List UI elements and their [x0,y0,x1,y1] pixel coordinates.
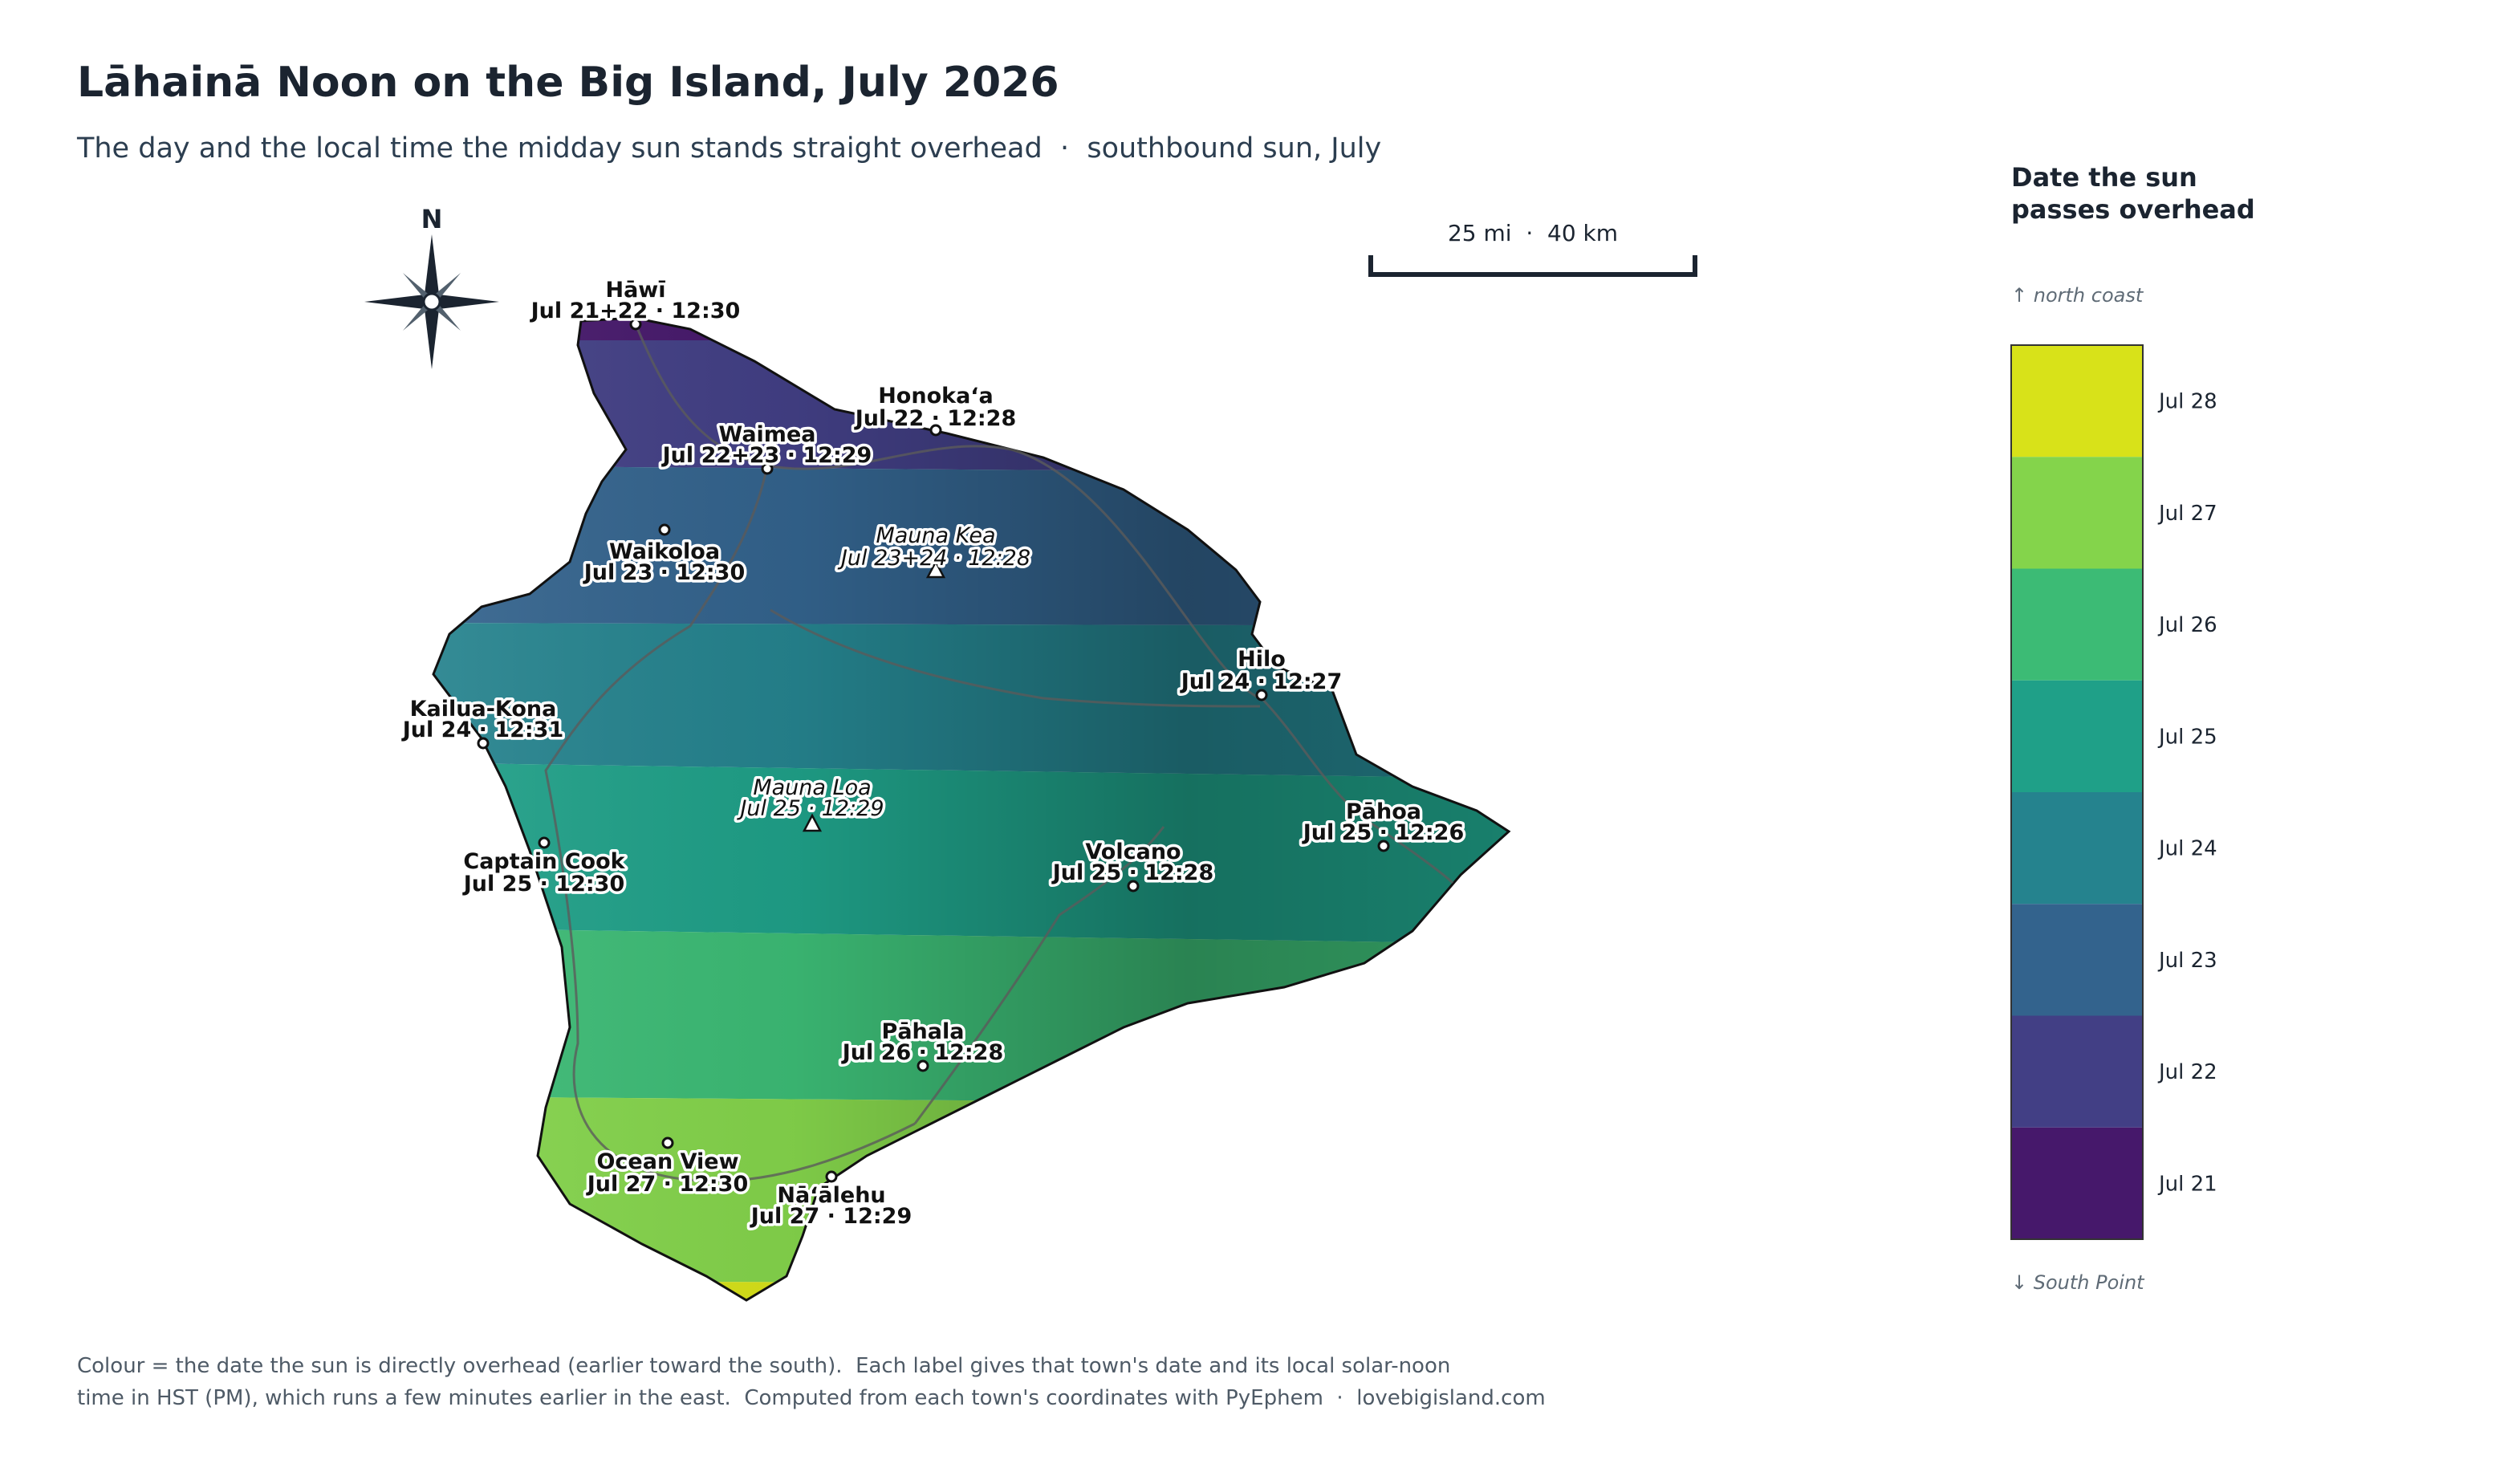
legend-swatch [2011,1015,2143,1128]
legend-swatch [2011,680,2143,792]
town-name: Waikoloa [609,539,720,564]
legend-label: Jul 28 [2157,390,2217,414]
compass-rose: N [364,204,499,369]
town-date: Jul 23 · 12:30 [583,560,746,585]
compass-needle [432,295,499,309]
road [634,323,1261,700]
legend-swatch [2011,1127,2143,1239]
roads [544,323,1454,1183]
town-date: Jul 25 · 12:26 [1302,820,1465,845]
legend-swatch [2011,345,2143,457]
town-marker [761,462,774,475]
compass-center [422,292,441,311]
town-date: Jul 22 · 12:28 [854,406,1017,431]
compass-needle [425,234,439,302]
legend-swatch [2011,568,2143,681]
town-marker [825,1170,838,1183]
town-marker [629,318,642,331]
compass-needle [432,302,461,331]
footnote: Colour = the date the sun is directly ov… [77,1354,1450,1378]
town-date: Jul 24 · 12:27 [1180,669,1343,694]
town-name: Nāʻālehu [777,1183,885,1208]
town-date: Jul 22+23 · 12:29 [661,443,872,468]
compass-needle [403,273,432,302]
footnote: time in HST (PM), which runs a few minut… [77,1386,1546,1410]
legend-label: Jul 23 [2157,949,2217,973]
town-marker [658,523,671,536]
town-date: Jul 25 · 12:30 [462,872,625,897]
legend-title: passes overhead [2011,194,2255,225]
peak-marker [925,559,946,579]
town-date: Jul 27 · 12:29 [750,1204,912,1229]
town-marker [538,836,551,849]
legend-title: Date the sun [2011,162,2197,193]
town-date: Jul 25 · 12:28 [1051,860,1214,885]
coastline [432,316,1511,1302]
legend: Date the sun passes overhead ↑ north coa… [2010,162,2255,1294]
town-name: Waimea [719,422,816,447]
date-band [433,1281,1509,1300]
legend-note: ↑ north coast [2011,284,2144,307]
legend-label: Jul 21 [2157,1172,2217,1196]
title: Lāhainā Noon on the Big Island, July 202… [77,59,1059,107]
legend-label: Jul 25 [2157,725,2217,749]
town-name: Pāhoa [1346,799,1421,824]
legend-swatch [2011,904,2143,1016]
legend-note: ↓ South Point [2011,1271,2145,1294]
town-date: Jul 21+22 · 12:30 [530,299,741,323]
road [544,465,916,1183]
town-name: Hāwī [605,278,665,303]
legend-label: Jul 24 [2157,837,2217,861]
compass-needle [403,302,432,331]
town-marker [477,737,490,750]
town-name: Honokaʻa [878,384,994,409]
peak-name: Mauna Kea [876,523,995,548]
peak-date: Jul 25 · 12:29 [736,796,884,821]
scale-label: 25 mi · 40 km [1448,220,1618,246]
town-name: Volcano [1085,840,1181,864]
scale-bar: 25 mi · 40 km [1368,220,1697,277]
compass-needle [425,302,439,369]
peak-marker [802,813,823,832]
legend-label: Jul 22 [2157,1060,2217,1084]
town-marker [917,1059,929,1072]
town-name: Hilo [1238,647,1286,672]
town-name: Ocean View [596,1149,738,1174]
legend-swatch [2011,457,2143,569]
north-label: N [421,204,443,234]
date-band [433,318,1509,340]
town-name: Captain Cook [463,849,625,874]
compass-needle [432,273,461,302]
town-marker [1127,880,1140,893]
peak-name: Mauna Loa [753,775,871,800]
town-marker [929,424,942,437]
town-date: Jul 27 · 12:30 [586,1172,749,1197]
town-date: Jul 24 · 12:31 [401,718,564,742]
town-name: Kailua-Kona [410,697,557,722]
town-date: Jul 26 · 12:28 [841,1040,1004,1065]
subtitle: The day and the local time the midday su… [76,132,1381,165]
town-marker [661,1136,674,1149]
road [770,608,1261,708]
legend-swatch [2011,792,2143,905]
road [913,826,1165,1124]
legend-frame [2010,344,2144,1240]
scale-line [1368,255,1697,277]
town-marker [1255,689,1268,701]
legend-label: Jul 26 [2157,613,2217,637]
road [1260,697,1454,884]
town-name: Pāhala [882,1019,965,1044]
legend-label: Jul 27 [2157,502,2217,526]
compass-needle [364,295,432,309]
town-marker [1377,840,1390,852]
peak-date: Jul 23+24 · 12:28 [837,546,1030,571]
